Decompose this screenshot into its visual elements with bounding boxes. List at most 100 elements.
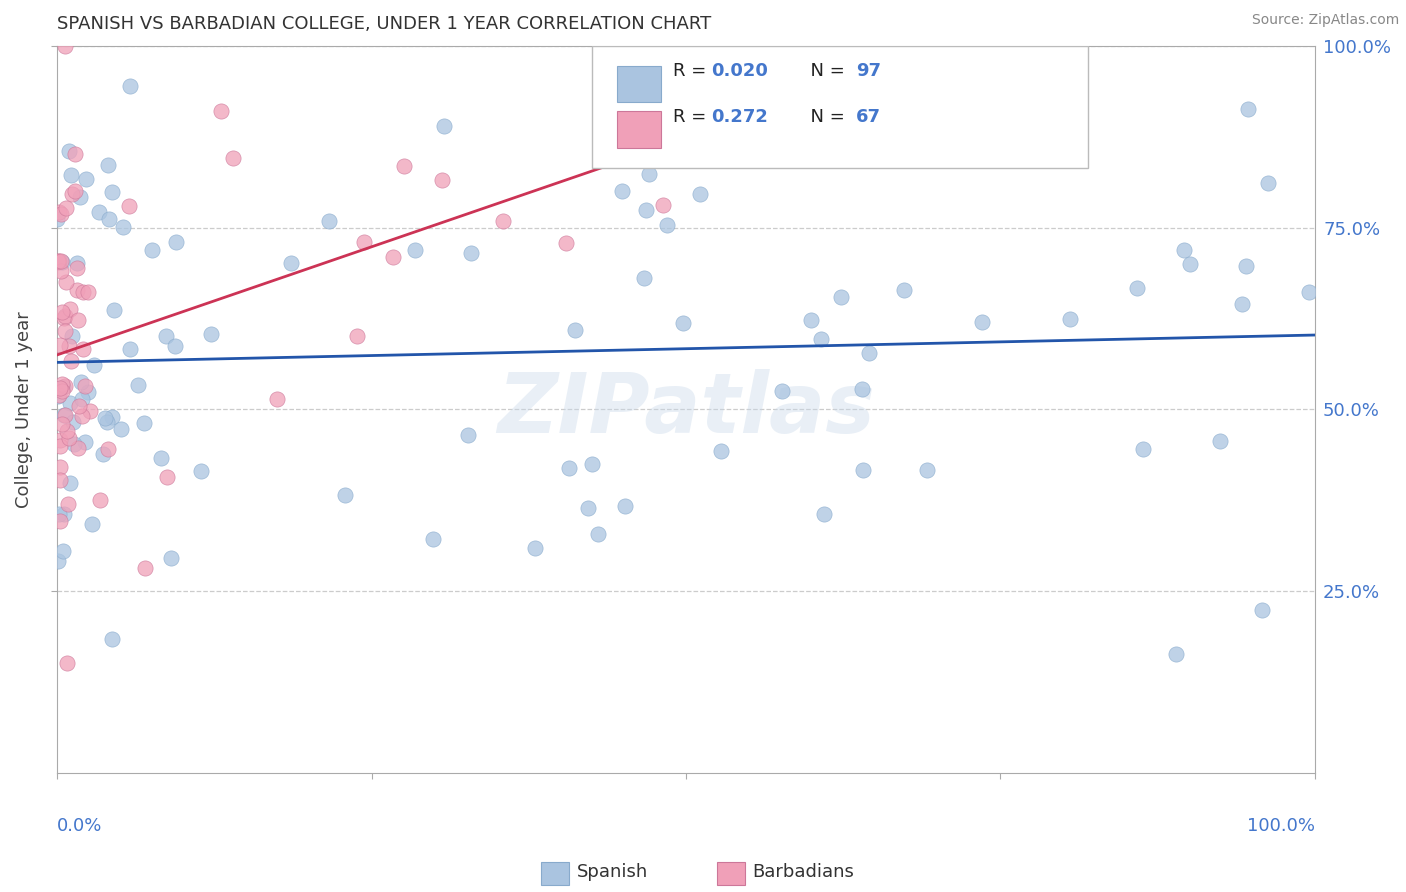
Point (163, 338, 186, 352)
Point (770, 384, 793, 398)
Point (127, 377, 149, 392)
Point (66, 260, 89, 275)
Point (118, 343, 141, 357)
FancyBboxPatch shape (592, 45, 1088, 168)
Point (101, 632, 124, 646)
Point (51, 376, 73, 391)
Point (858, 346, 880, 360)
Point (51, 384, 73, 398)
Text: 0.0%: 0.0% (58, 817, 103, 835)
Point (266, 392, 288, 407)
Point (333, 488, 356, 502)
Point (93, 410, 115, 425)
Point (56, 496, 79, 510)
Point (49, 264, 72, 278)
Point (1237, 103, 1260, 117)
Point (1126, 281, 1149, 295)
Point (52, 507, 75, 521)
Point (58, 339, 80, 353)
Point (1257, 176, 1279, 190)
Text: Barbadians: Barbadians (752, 863, 853, 881)
Text: R =: R = (673, 108, 713, 126)
Text: 97: 97 (856, 62, 880, 80)
Point (60, 186, 83, 201)
Point (1209, 434, 1232, 449)
Point (851, 382, 873, 396)
Point (557, 460, 579, 475)
Point (49, 473, 72, 487)
Point (134, 416, 156, 430)
Point (165, 235, 187, 249)
Point (613, 499, 636, 513)
Point (46, 211, 69, 226)
Point (49, 514, 72, 528)
Point (555, 235, 578, 250)
Point (710, 444, 733, 458)
FancyBboxPatch shape (617, 66, 661, 103)
Point (53, 409, 76, 423)
Point (800, 313, 823, 327)
Point (60, 168, 83, 182)
Text: ZIPatlas: ZIPatlas (498, 369, 875, 450)
Point (66, 283, 89, 297)
Y-axis label: College, Under 1 year: College, Under 1 year (15, 311, 32, 508)
Point (79, 403, 101, 417)
Point (1250, 603, 1272, 617)
Text: 0.020: 0.020 (711, 62, 768, 80)
Point (887, 24, 910, 38)
Point (46, 253, 69, 268)
Point (73, 378, 96, 392)
Text: N =: N = (799, 108, 851, 126)
Point (586, 527, 609, 541)
Text: R =: R = (673, 62, 713, 80)
Point (422, 533, 444, 547)
Point (612, 185, 634, 199)
Point (97, 211, 120, 226)
Point (810, 332, 832, 346)
Point (346, 329, 368, 343)
Point (457, 428, 479, 442)
Point (83, 358, 105, 372)
Point (381, 250, 404, 264)
Point (62, 415, 84, 429)
Point (394, 159, 416, 173)
Text: 0.272: 0.272 (711, 108, 768, 126)
Point (48, 253, 70, 268)
Point (59, 476, 82, 491)
Point (813, 507, 835, 521)
Point (155, 329, 177, 343)
Point (60, 353, 83, 368)
Point (49, 254, 72, 268)
Point (830, 290, 852, 304)
Point (1059, 311, 1081, 326)
Point (58, 144, 80, 158)
Point (1180, 257, 1202, 271)
Point (678, 128, 700, 143)
Point (55, 201, 77, 215)
Point (672, 316, 695, 330)
Point (564, 323, 586, 337)
FancyBboxPatch shape (617, 112, 661, 147)
Point (1298, 285, 1320, 299)
Point (55, 424, 77, 438)
Point (492, 214, 515, 228)
Point (89, 493, 111, 508)
Point (657, 218, 679, 232)
Point (60, 328, 83, 343)
Point (652, 198, 675, 212)
Point (59, 396, 82, 410)
Point (460, 245, 482, 260)
Point (66, 256, 89, 270)
Point (852, 463, 875, 477)
Point (72, 342, 94, 356)
Point (97, 442, 120, 456)
Point (53, 324, 76, 338)
Point (353, 235, 375, 249)
Text: 67: 67 (856, 108, 880, 126)
Point (48, 388, 70, 402)
Point (679, 122, 702, 136)
Point (118, 78, 141, 93)
Point (52, 544, 75, 558)
Point (200, 327, 222, 342)
Point (91, 447, 114, 461)
